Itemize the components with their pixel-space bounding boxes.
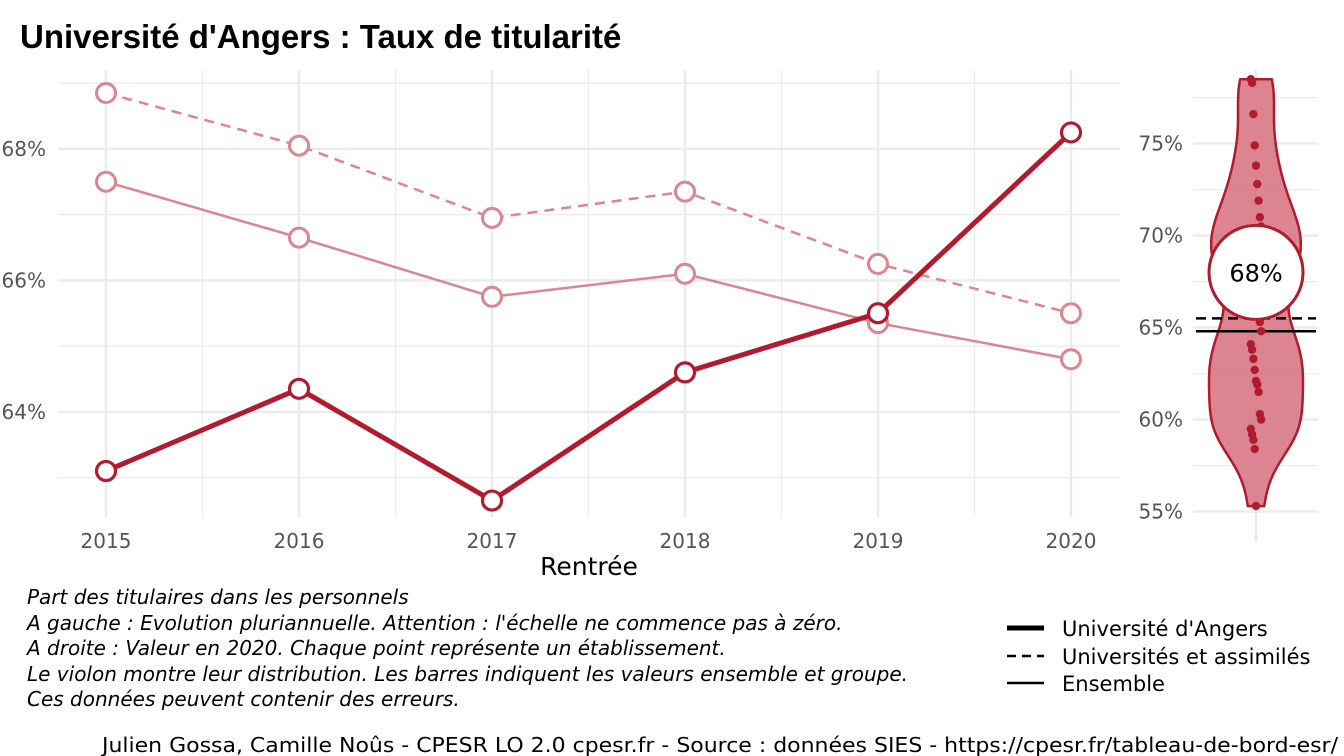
data-point: [288, 134, 310, 157]
data-point: [94, 459, 118, 483]
institution-point: [1253, 380, 1262, 389]
data-point: [1060, 302, 1082, 325]
caption-line-3: A droite : Valeur en 2020. Chaque point …: [25, 636, 726, 660]
y-tick-label: 66%: [2, 268, 46, 292]
x-tick-label: 2017: [467, 529, 518, 553]
right-y-tick-label: 55%: [1139, 500, 1183, 524]
institution-point: [1249, 109, 1258, 119]
institution-point: [1253, 179, 1262, 189]
series-points: [94, 82, 1083, 512]
right-y-tick-label: 70%: [1139, 224, 1183, 248]
institution-point: [1255, 213, 1265, 222]
data-point: [95, 170, 117, 193]
series-line-solid-thick: [105, 130, 1073, 504]
chart-title: Université d'Angers : Taux de titularité: [20, 18, 621, 55]
caption: Part des titulaires dans les personnels …: [25, 585, 908, 711]
data-point: [867, 252, 889, 275]
legend-label-2: Universités et assimilés: [1062, 645, 1310, 669]
data-point: [1060, 348, 1082, 371]
data-point: [95, 82, 117, 105]
data-point: [481, 285, 503, 308]
series-lines: [105, 91, 1073, 504]
data-point: [673, 361, 697, 384]
caption-line-1: Part des titulaires dans les personnels: [27, 585, 409, 609]
data-point: [480, 489, 504, 512]
data-point: [481, 206, 503, 229]
x-axis-title: Rentrée: [540, 552, 638, 581]
right-y-tick-label: 60%: [1139, 408, 1183, 432]
institution-point: [1250, 444, 1259, 454]
series-line-solid-thin: [105, 180, 1072, 361]
y-tick-label: 64%: [2, 400, 46, 424]
data-point: [288, 226, 310, 249]
highlight-circle: [1207, 223, 1305, 321]
footer-credits: Julien Gossa, Camille Noûs - CPESR LO 2.…: [100, 733, 1338, 756]
series-line-dashed: [105, 91, 1072, 315]
x-axis: 2015 2016 2017 2018 2019 2020: [81, 529, 1097, 553]
institution-point: [1247, 78, 1257, 88]
institution-point: [1247, 345, 1257, 354]
institution-point: [1254, 196, 1263, 205]
institution-point: [1251, 501, 1261, 511]
right-y-tick-label: 75%: [1139, 132, 1183, 156]
left-panel-grid: [58, 70, 1120, 517]
x-tick-label: 2018: [660, 529, 711, 553]
data-point: [674, 262, 696, 285]
legend: Université d'Angers Universités et assim…: [1007, 617, 1310, 696]
x-tick-label: 2015: [81, 529, 132, 553]
caption-line-5: Ces données peuvent contenir des erreurs…: [27, 687, 460, 711]
data-point: [1059, 121, 1083, 144]
institution-point: [1257, 327, 1266, 336]
right-y-tick-label: 65%: [1139, 316, 1183, 340]
x-tick-label: 2019: [853, 529, 904, 553]
institution-point: [1254, 387, 1263, 397]
institution-point: [1250, 141, 1259, 150]
x-tick-label: 2016: [274, 529, 325, 553]
data-point: [287, 377, 311, 400]
institution-point: [1251, 161, 1261, 170]
institution-point: [1249, 435, 1258, 445]
highlight-value-label: 68%: [1229, 259, 1282, 287]
highlight-bubble: 68%: [1207, 223, 1305, 321]
data-point: [866, 302, 890, 325]
legend-label-1: Université d'Angers: [1062, 617, 1268, 641]
data-point: [674, 180, 696, 203]
caption-line-2: A gauche : Evolution pluriannuelle. Atte…: [25, 611, 843, 635]
caption-line-4: Le violon montre leur distribution. Les …: [27, 662, 908, 686]
y-tick-label: 68%: [2, 137, 46, 161]
x-tick-label: 2020: [1046, 529, 1097, 553]
right-y-axis: 55% 60% 65% 70% 75%: [1139, 132, 1183, 524]
reference-lines: [1196, 317, 1316, 333]
legend-label-3: Ensemble: [1062, 672, 1165, 696]
institution-point: [1250, 365, 1259, 375]
institution-point: [1249, 354, 1258, 364]
left-y-axis: 64% 66% 68%: [2, 137, 46, 424]
institution-point: [1257, 415, 1266, 424]
